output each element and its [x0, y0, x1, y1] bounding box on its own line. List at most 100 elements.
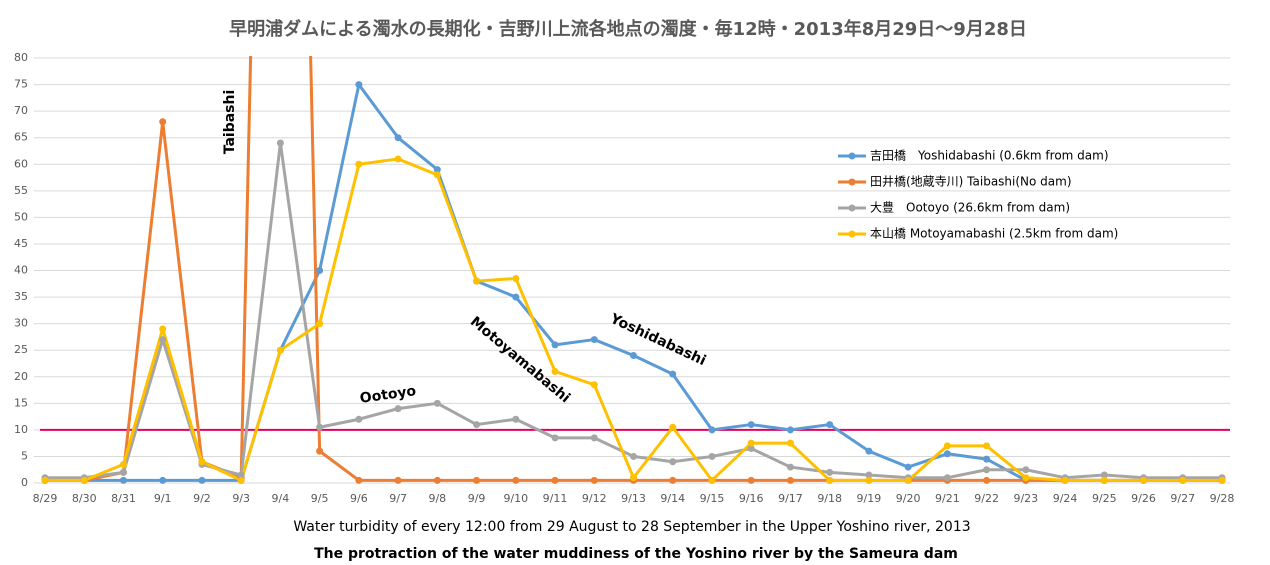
point: [786, 476, 794, 484]
point: [159, 118, 167, 126]
point: [983, 466, 991, 474]
point: [316, 320, 324, 328]
point: [630, 452, 637, 460]
point: [1140, 476, 1148, 484]
point: [943, 450, 951, 458]
series-line: [45, 141, 1222, 480]
point: [159, 336, 167, 344]
annotation: Motoyamabashi: [467, 314, 573, 407]
x-tick-label: 9/16: [739, 492, 764, 505]
point: [198, 458, 206, 466]
point: [355, 81, 363, 89]
point: [1100, 471, 1108, 479]
legend-marker: [848, 178, 856, 186]
point: [786, 463, 794, 471]
point: [747, 444, 755, 452]
point: [551, 476, 559, 484]
point: [669, 458, 677, 466]
caption: The protraction of the water muddiness o…: [314, 546, 958, 562]
point: [316, 447, 324, 455]
point: [355, 476, 363, 484]
x-tick-label: 9/25: [1092, 492, 1117, 505]
point: [590, 336, 598, 344]
point: [826, 468, 834, 476]
point: [119, 468, 127, 476]
point: [669, 370, 677, 378]
x-tick-label: 9/19: [857, 492, 882, 505]
point: [708, 476, 716, 484]
point: [1100, 476, 1108, 484]
chart-title: 早明浦ダムによる濁水の長期化・吉野川上流各地点の濁度・毎12時・2013年8月2…: [229, 18, 1027, 40]
y-tick-label: 50: [14, 210, 28, 223]
y-tick-label: 75: [14, 78, 28, 91]
point: [433, 399, 441, 407]
point: [355, 415, 363, 423]
x-tick-label: 9/12: [582, 492, 607, 505]
x-tick-label: 9/18: [817, 492, 842, 505]
x-tick-label: 9/4: [272, 492, 290, 505]
y-tick-label: 5: [21, 449, 28, 462]
y-tick-label: 80: [14, 51, 28, 64]
x-tick-label: 9/5: [311, 492, 329, 505]
legend-marker: [848, 152, 856, 160]
point: [786, 439, 794, 447]
x-tick-label: 8/30: [72, 492, 97, 505]
x-tick-label: 9/28: [1210, 492, 1235, 505]
point: [512, 476, 520, 484]
y-tick-label: 0: [21, 476, 28, 489]
y-tick-label: 35: [14, 290, 28, 303]
point: [394, 155, 402, 163]
x-tick-label: 9/3: [232, 492, 250, 505]
point: [747, 439, 755, 447]
point: [198, 476, 206, 484]
point: [512, 415, 520, 423]
x-tick-label: 9/26: [1131, 492, 1156, 505]
legend-label: 大豊 Ootoyo (26.6km from dam): [870, 201, 1070, 215]
point: [276, 346, 284, 354]
point: [865, 476, 873, 484]
point: [512, 293, 520, 301]
point: [1218, 476, 1226, 484]
point: [786, 426, 794, 434]
point: [943, 474, 951, 482]
point: [983, 442, 991, 450]
y-tick-label: 20: [14, 370, 28, 383]
point: [669, 476, 677, 484]
y-tick-label: 25: [14, 343, 28, 356]
point: [316, 423, 324, 431]
point: [80, 476, 88, 484]
x-tick-label: 9/1: [154, 492, 172, 505]
point: [41, 476, 49, 484]
point: [473, 476, 481, 484]
x-tick-label: 9/13: [621, 492, 646, 505]
point: [747, 421, 755, 429]
grid: 0 5 10 15 20 25 30 35 40 45 50 55 60 65 70 75 80 8/29 8/30…: [14, 51, 1234, 505]
point: [433, 171, 441, 179]
point: [747, 476, 755, 484]
point: [473, 277, 481, 285]
x-tick-label: 8/29: [33, 492, 58, 505]
x-tick-label: 9/20: [896, 492, 921, 505]
point: [826, 421, 834, 429]
legend-label: 田井橋(地蔵寺川) Taibashi(No dam): [870, 175, 1072, 189]
x-tick-label: 9/23: [1013, 492, 1038, 505]
point: [1022, 466, 1030, 474]
y-tick-label: 55: [14, 184, 28, 197]
x-tick-label: 9/24: [1053, 492, 1078, 505]
point: [159, 476, 167, 484]
point: [276, 139, 284, 147]
x-tick-label: 9/10: [503, 492, 528, 505]
point: [237, 471, 245, 479]
point: [826, 476, 834, 484]
point: [590, 476, 598, 484]
x-tick-label: 9/9: [468, 492, 486, 505]
point: [865, 447, 873, 455]
point: [1179, 476, 1187, 484]
y-tick-label: 45: [14, 237, 28, 250]
x-tick-label: 9/2: [193, 492, 211, 505]
point: [630, 474, 637, 482]
point: [159, 325, 167, 333]
x-tick-label: 9/8: [428, 492, 446, 505]
point: [983, 476, 991, 484]
